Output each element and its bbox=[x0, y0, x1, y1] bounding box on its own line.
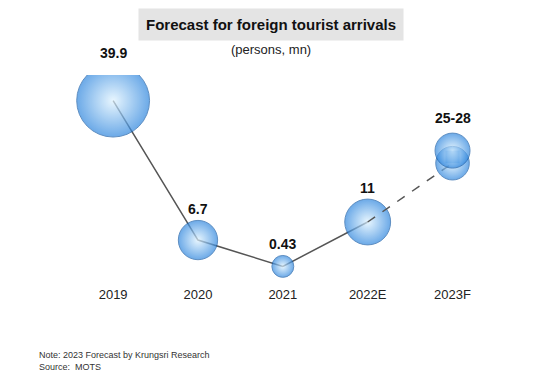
svg-text:6.7: 6.7 bbox=[188, 201, 208, 217]
svg-text:2020: 2020 bbox=[184, 287, 213, 302]
svg-text:2019: 2019 bbox=[99, 287, 128, 302]
svg-text:25-28: 25-28 bbox=[435, 110, 471, 126]
svg-text:Source: MOTS: Source: MOTS bbox=[39, 362, 101, 372]
svg-text:2022E: 2022E bbox=[349, 287, 387, 302]
svg-text:0.43: 0.43 bbox=[269, 236, 296, 252]
svg-text:2023F: 2023F bbox=[434, 287, 471, 302]
svg-text:(persons, mn): (persons, mn) bbox=[231, 42, 311, 57]
svg-text:Note: 2023 Forecast by Krungsr: Note: 2023 Forecast by Krungsri Research bbox=[39, 350, 210, 360]
svg-text:39.9: 39.9 bbox=[100, 45, 127, 61]
svg-text:2021: 2021 bbox=[268, 287, 297, 302]
svg-text:Forecast for foreign tourist a: Forecast for foreign tourist arrivals bbox=[146, 16, 396, 33]
svg-text:11: 11 bbox=[360, 180, 375, 196]
